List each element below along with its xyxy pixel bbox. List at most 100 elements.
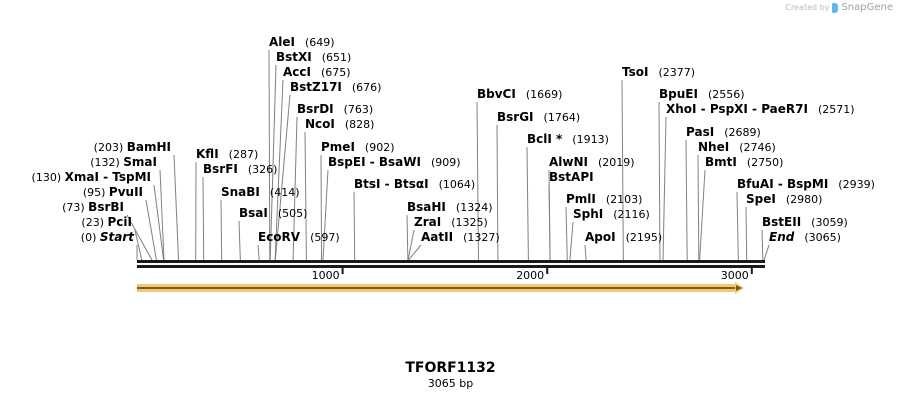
site-position: (1324) <box>456 201 493 214</box>
svg-text:BstAPI: BstAPI <box>549 170 594 184</box>
site-zrai[interactable]: ZraI (1325) <box>414 215 488 229</box>
leader-line <box>662 116 667 261</box>
site-position: (326) <box>248 163 278 176</box>
site-pcii[interactable]: (23) PciI <box>81 215 132 229</box>
site-pvuii[interactable]: (95) PvuII <box>83 185 143 199</box>
site-bfuai-bspmi[interactable]: BfuAI - BspMI (2939) <box>737 177 875 191</box>
site-tsoi[interactable]: TsoI (2377) <box>622 65 695 79</box>
site-position: (763) <box>344 103 374 116</box>
orf-feature[interactable] <box>137 282 744 294</box>
svg-text:BpuEI(2556): BpuEI (2556) <box>659 87 745 101</box>
enzyme-name: AlwNI <box>549 155 588 169</box>
leader-line <box>320 154 323 261</box>
snapgene-logo-icon <box>832 2 839 13</box>
site-position: (130) <box>32 171 65 184</box>
svg-text:BbvCI(1669): BbvCI (1669) <box>477 87 562 101</box>
site-bsteii[interactable]: BstEII (3059) <box>762 215 848 229</box>
site-xhoi-pspxi-paer7i[interactable]: XhoI - PspXI - PaeR7I (2571) <box>666 102 855 116</box>
site-bcli[interactable]: BclI * (1913) <box>527 132 609 146</box>
site-position: (1913) <box>572 133 609 146</box>
site-nhei[interactable]: NheI (2746) <box>698 140 776 154</box>
site-position: (95) <box>83 186 109 199</box>
ruler-tick-label: 2000 <box>516 269 544 282</box>
site-bbvci[interactable]: BbvCI (1669) <box>477 87 562 101</box>
site-pmli[interactable]: PmlI (2103) <box>566 192 642 206</box>
site-position: (1325) <box>451 216 488 229</box>
ruler-tick <box>750 266 753 274</box>
site-position: (73) <box>62 201 88 214</box>
site-position: (2571) <box>818 103 855 116</box>
enzyme-name: BsrDI <box>297 102 334 116</box>
site-bmti[interactable]: BmtI (2750) <box>705 155 783 169</box>
site-position: (651) <box>322 51 352 64</box>
site-end[interactable]: End (3065) <box>769 230 841 244</box>
svg-text:(73) BsrBI: (73) BsrBI <box>62 200 124 214</box>
leader-line <box>126 214 153 261</box>
leader-line <box>173 154 180 261</box>
enzyme-name: BspEI - BsaWI <box>328 155 421 169</box>
site-position: (2556) <box>708 88 745 101</box>
site-bamhi[interactable]: (203) BamHI <box>94 140 171 154</box>
enzyme-name: BstXI <box>276 50 312 64</box>
site-bstxi[interactable]: BstXI (651) <box>276 50 351 64</box>
enzyme-name: Start <box>100 230 135 244</box>
enzyme-name: ZraI <box>414 215 441 229</box>
svg-text:NcoI(828): NcoI (828) <box>305 117 374 131</box>
site-alei[interactable]: AleI (649) <box>269 35 335 49</box>
enzyme-name: TsoI <box>622 65 648 79</box>
site-bsrdi[interactable]: BsrDI (763) <box>297 102 373 116</box>
site-btsi-bts-i[interactable]: BtsI - BtsαI (1064) <box>354 177 475 191</box>
svg-text:AatII(1327): AatII (1327) <box>421 230 500 244</box>
site-bsrfi[interactable]: BsrFI (326) <box>203 162 277 176</box>
sequence-length: 3065 bp <box>427 377 474 390</box>
svg-text:(130) XmaI - TspMI: (130) XmaI - TspMI <box>32 170 151 184</box>
site-sphi[interactable]: SphI (2116) <box>573 207 650 221</box>
site-ecorv[interactable]: EcoRV (597) <box>258 230 340 244</box>
site-bsrbi[interactable]: (73) BsrBI <box>62 200 124 214</box>
enzyme-name: NcoI <box>305 117 335 131</box>
site-spei[interactable]: SpeI (2980) <box>746 192 822 206</box>
leader-line <box>745 206 748 261</box>
svg-text:BsrFI(326): BsrFI (326) <box>203 162 277 176</box>
leader-line <box>685 139 688 261</box>
site-bstz17i[interactable]: BstZ17I (676) <box>290 80 381 94</box>
site-position: (3065) <box>804 231 841 244</box>
site-bsai[interactable]: BsaI (505) <box>239 206 307 220</box>
leader-line <box>153 184 165 261</box>
leader-line <box>292 116 298 261</box>
leader-line <box>697 154 700 261</box>
svg-text:BstXI(651): BstXI (651) <box>276 50 351 64</box>
site-position: (0) <box>81 231 100 244</box>
site-kfli[interactable]: KflI (287) <box>196 147 258 161</box>
leader-line <box>565 206 568 261</box>
enzyme-name: BmtI <box>705 155 737 169</box>
site-start[interactable]: (0) Start <box>81 230 135 244</box>
ruler-tick-label: 3000 <box>721 269 749 282</box>
site-pmei[interactable]: PmeI (902) <box>321 140 395 154</box>
site-smai[interactable]: (132) SmaI <box>90 155 157 169</box>
site-bpuei[interactable]: BpuEI (2556) <box>659 87 745 101</box>
ruler-tick-label: 1000 <box>312 269 340 282</box>
site-xmai-tspmi[interactable]: (130) XmaI - TspMI <box>32 170 151 184</box>
leader-line <box>761 229 764 261</box>
svg-text:BtsI - BtsαI(1064): BtsI - BtsαI (1064) <box>354 177 475 191</box>
svg-text:AccI(675): AccI (675) <box>283 65 351 79</box>
site-aatii[interactable]: AatII (1327) <box>421 230 500 244</box>
site-pasi[interactable]: PasI (2689) <box>686 125 761 139</box>
leader-line <box>476 101 479 261</box>
enzyme-name: EcoRV <box>258 230 301 244</box>
site-ncoi[interactable]: NcoI (828) <box>305 117 374 131</box>
svg-text:AlwNI(2019): AlwNI (2019) <box>549 155 635 169</box>
site-bsahi[interactable]: BsaHI (1324) <box>407 200 492 214</box>
enzyme-name: KflI <box>196 147 219 161</box>
ruler-ticks: 1000 2000 3000 <box>312 266 753 282</box>
site-apoi[interactable]: ApoI (2195) <box>585 230 662 244</box>
site-bstapi[interactable]: BstAPI <box>549 170 594 184</box>
leader-line <box>159 169 165 261</box>
site-snabi[interactable]: SnaBI (414) <box>221 185 300 199</box>
leader-line <box>202 176 205 261</box>
site-bspei-bsawi[interactable]: BspEI - BsaWI (909) <box>328 155 461 169</box>
site-alwni[interactable]: AlwNI (2019) <box>549 155 635 169</box>
site-acci[interactable]: AccI (675) <box>283 65 351 79</box>
site-bsrgi[interactable]: BsrGI (1764) <box>497 110 580 124</box>
